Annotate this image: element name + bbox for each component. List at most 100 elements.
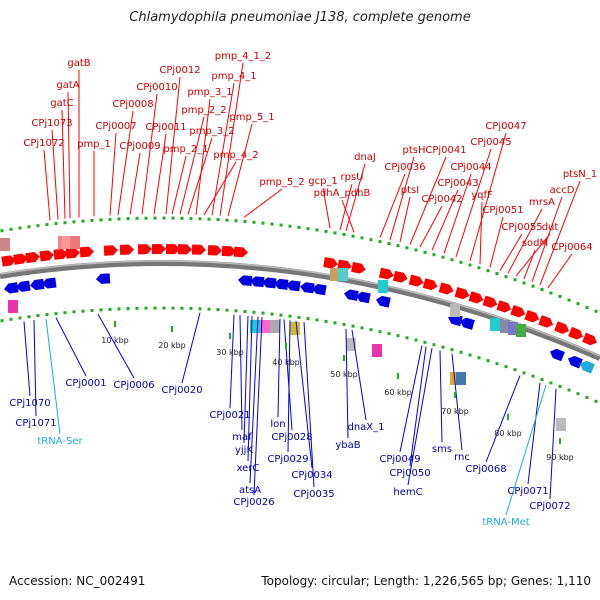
- outer-ring-dot: [126, 217, 130, 221]
- inner-ring-dot: [486, 359, 490, 363]
- inner-ring-dot: [72, 310, 76, 314]
- kbp-label: 60 kbp: [384, 388, 412, 397]
- kbp-tick-mark: [229, 333, 231, 339]
- outer-ring-dot: [27, 225, 31, 229]
- forward-gene-shape: [323, 257, 338, 269]
- forward-gene-shape: [25, 252, 40, 264]
- reverse-gene-shape: [4, 282, 19, 294]
- inner-ring-dot: [504, 365, 508, 369]
- outer-ring-dot: [162, 216, 166, 220]
- label-leader-line: [229, 314, 235, 409]
- accession-text: Accession: NC_002491: [9, 574, 146, 588]
- inner-ring-dot: [396, 334, 400, 338]
- gene-label-top: pmp_4_1: [211, 71, 256, 82]
- label-leader-line: [431, 189, 459, 251]
- gene-label-top: ptsH: [403, 145, 426, 156]
- forward-gene-arrow: [13, 253, 28, 265]
- inner-ring-dot: [549, 381, 553, 385]
- outer-ring-dot: [540, 288, 544, 292]
- outer-ring-dot: [387, 242, 391, 246]
- forward-gene-arrow: [323, 257, 338, 269]
- feature-box: [456, 372, 466, 385]
- outer-ring-dot: [171, 216, 175, 220]
- forward-gene-shape: [53, 248, 68, 260]
- outer-ring-dot: [558, 294, 562, 298]
- gene-label-top: pmp_5_1: [229, 112, 274, 123]
- reverse-gene-shape: [262, 277, 277, 289]
- reverse-gene-shape: [376, 295, 391, 308]
- inner-ring-dot: [405, 336, 409, 340]
- forward-gene-arrow: [496, 300, 512, 313]
- gene-label-bottom: tRNA-Met: [482, 517, 529, 528]
- inner-ring-dot: [522, 371, 526, 375]
- reverse-gene-shape: [550, 348, 565, 362]
- label-leader-line: [117, 110, 134, 216]
- label-leader-line: [455, 148, 492, 258]
- gene-label-bottom: hemC: [393, 487, 422, 498]
- feature-box: [508, 322, 518, 335]
- forward-gene-arrow: [25, 252, 40, 264]
- label-leader-line: [243, 315, 249, 444]
- label-leader-line: [165, 76, 181, 215]
- label-leader-line: [129, 152, 141, 215]
- outer-ring-dot: [324, 229, 328, 233]
- inner-ring-dot: [342, 322, 346, 326]
- outer-ring-dot: [180, 216, 184, 220]
- forward-gene-shape: [177, 244, 192, 255]
- feature-box: [0, 238, 10, 251]
- gene-label-top: mrsA: [529, 197, 555, 208]
- forward-gene-shape: [582, 332, 597, 346]
- map-title: Chlamydophila pneumoniae J138, complete …: [129, 10, 471, 25]
- inner-ring-dot: [351, 324, 355, 328]
- gene-label-bottom: CPj1071: [15, 418, 56, 429]
- label-leader-line: [227, 123, 253, 217]
- outer-ring-dot: [99, 218, 103, 222]
- outer-ring-dot: [0, 229, 4, 233]
- inner-ring-dot: [306, 317, 310, 321]
- reverse-gene-shape: [460, 317, 475, 330]
- label-leader-line: [351, 329, 367, 421]
- gene-label-bottom: CPj0021: [209, 410, 250, 421]
- label-leader-line: [211, 82, 235, 216]
- label-leader-line: [187, 137, 213, 215]
- outer-ring-dot: [234, 219, 238, 223]
- gene-label-top: CPj0010: [136, 82, 177, 93]
- label-leader-line: [61, 109, 66, 219]
- outer-ring-dot: [585, 305, 589, 309]
- reverse-gene-arrow: [448, 314, 463, 327]
- forward-gene-shape: [65, 247, 80, 259]
- label-leader-line: [153, 133, 167, 215]
- kbp-tick-mark: [507, 414, 509, 420]
- reverse-gene-arrow: [356, 291, 371, 304]
- inner-ring-dot: [99, 308, 103, 312]
- outer-ring-dot: [576, 302, 580, 306]
- outer-ring-dot: [414, 248, 418, 252]
- reverse-gene-arrow: [344, 289, 359, 301]
- gene-label-bottom: ybaB: [335, 440, 360, 451]
- outer-ring-dot: [297, 225, 301, 229]
- label-leader-line: [439, 350, 443, 443]
- forward-gene-shape: [438, 282, 454, 295]
- reverse-gene-shape: [16, 280, 31, 292]
- forward-gene-shape: [119, 244, 134, 255]
- inner-ring-dot: [171, 306, 175, 310]
- gene-label-top: rpsU: [341, 172, 364, 183]
- inner-ring-dot: [576, 392, 580, 396]
- gene-label-bottom: CPj0028: [271, 432, 312, 443]
- label-leader-line: [141, 93, 158, 215]
- forward-gene-shape: [392, 270, 408, 283]
- reverse-gene-shape: [356, 291, 371, 304]
- gene-label-bottom: CPj0020: [161, 385, 202, 396]
- gene-label-top: CPj0011: [145, 122, 186, 133]
- gene-label-top: CPj0055: [501, 222, 542, 233]
- inner-ring-dot: [252, 310, 256, 314]
- label-leader-line: [195, 98, 211, 215]
- outer-ring-dot: [198, 217, 202, 221]
- gene-label-top: CPj0043: [437, 178, 478, 189]
- gene-label-top: gatA: [56, 80, 79, 91]
- gene-label-bottom: maf: [232, 432, 252, 443]
- label-leader-line: [67, 91, 71, 219]
- feature-boxes: [0, 236, 566, 431]
- label-leader-line: [322, 187, 331, 229]
- forward-gene-arrow: [582, 332, 597, 346]
